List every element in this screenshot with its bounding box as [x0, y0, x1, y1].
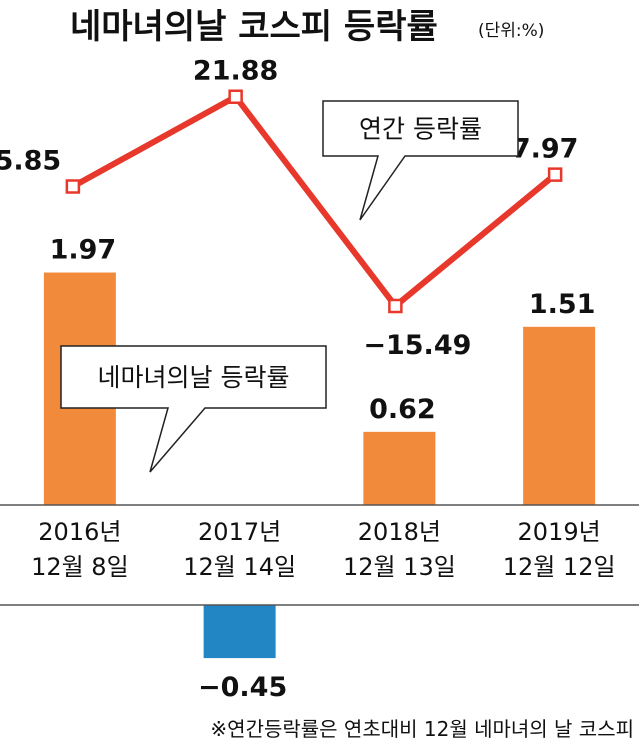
category-label-3-1: 12월 12일 [503, 553, 616, 581]
bar-1 [203, 605, 276, 659]
bar-value-label-0: 1.97 [50, 235, 117, 266]
line-value-label-0: 5.85 [0, 146, 61, 177]
bar-3 [523, 326, 596, 505]
line-value-label-2: −15.49 [363, 330, 471, 361]
category-label-1-0: 2017년 [198, 518, 281, 546]
bar-value-label-1: −0.45 [198, 672, 287, 703]
category-label-2-1: 12월 13일 [343, 553, 456, 581]
footnote: ※연간등락률은 연초대비 12월 네마녀의 날 코스피 [210, 717, 634, 741]
callout-witching-box [60, 345, 327, 473]
callout-annual-text: 연간 등락률 [359, 115, 482, 144]
chart-unit: (단위:%) [478, 21, 544, 41]
chart-title: 네마녀의날 코스피 등락률 [70, 7, 438, 47]
line-point-3 [547, 167, 563, 182]
bar-value-label-2: 0.62 [369, 394, 436, 425]
line-point-0 [65, 179, 81, 194]
line-point-2 [388, 298, 403, 314]
category-label-1-1: 12월 14일 [183, 553, 296, 581]
category-label-0-1: 12월 8일 [31, 553, 129, 581]
bar-value-label-3: 1.51 [529, 289, 596, 320]
category-label-0-0: 2016년 [38, 518, 121, 546]
line-value-label-1: 21.88 [193, 56, 278, 87]
bar-2 [363, 431, 436, 505]
line-value-label-3: 7.97 [512, 134, 579, 165]
callout-witching-text: 네마녀의날 등락률 [98, 363, 290, 392]
category-label-2-0: 2018년 [358, 518, 441, 546]
line-point-1 [228, 89, 243, 104]
callout-annual-box [322, 100, 519, 221]
line-series-annual [71, 93, 558, 310]
category-label-3-0: 2019년 [518, 518, 601, 546]
